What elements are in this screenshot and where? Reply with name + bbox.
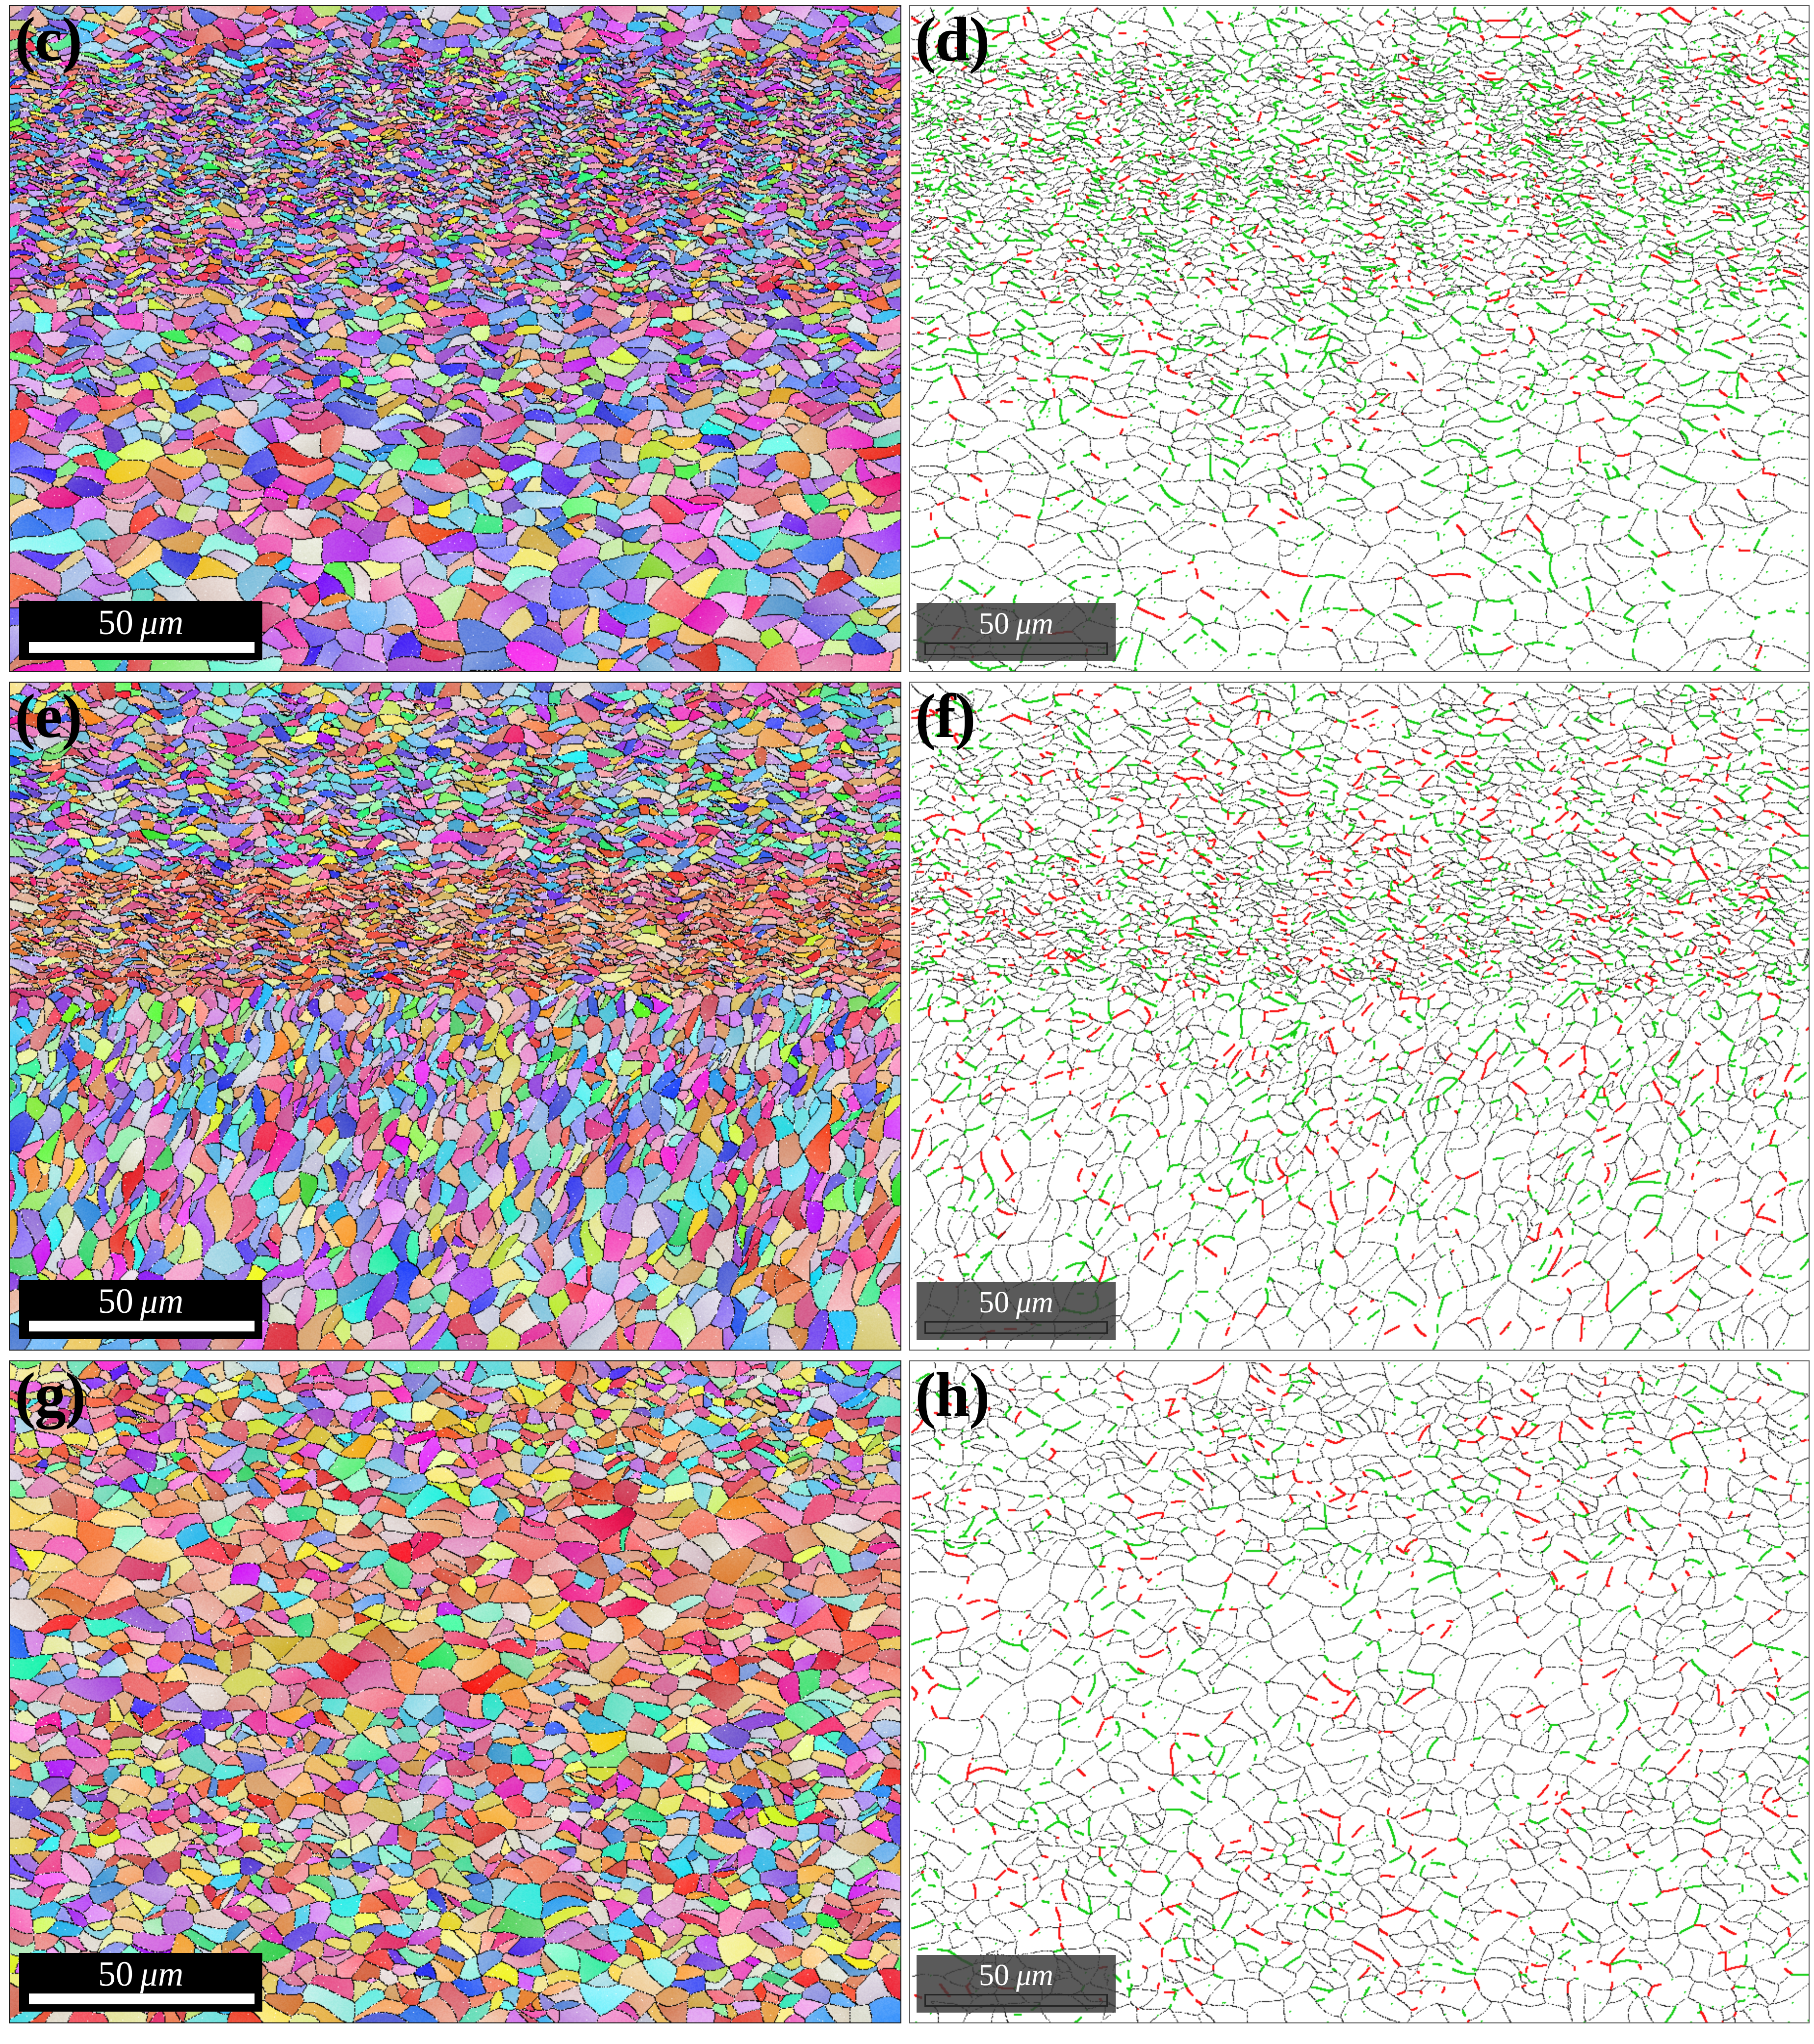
scalebar-text-d: 50 μm xyxy=(917,608,1116,640)
scalebar-value: 50 xyxy=(979,607,1010,640)
scalebar-bar-h xyxy=(924,1994,1108,2007)
scalebar-text-g: 50 μm xyxy=(19,1954,262,1993)
scalebar-g: 50 μm xyxy=(19,1953,262,2012)
panel-label-g: (g) xyxy=(15,1360,86,1430)
scalebar-text-h: 50 μm xyxy=(917,1959,1116,1992)
panel-f: (f) 50 μm xyxy=(909,682,1810,1351)
scalebar-bar-g xyxy=(29,1993,255,2004)
panel-g: (g) 50 μm xyxy=(9,1360,901,2023)
ipf-map-e xyxy=(10,683,900,1350)
scalebar-unit: μm xyxy=(140,603,184,642)
scalebar-e: 50 μm xyxy=(19,1280,262,1339)
panel-grid: (c) 50 μm (d) 50 μm (e) 50 μm (f) 50 μm (g) xyxy=(9,5,1810,2023)
scalebar-text-f: 50 μm xyxy=(917,1286,1116,1319)
panel-d: (d) 50 μm xyxy=(909,5,1810,672)
scalebar-value: 50 xyxy=(979,1959,1010,1992)
panel-label-e: (e) xyxy=(15,682,82,751)
scalebar-unit: μm xyxy=(1016,1959,1053,1992)
scalebar-d: 50 μm xyxy=(917,603,1116,661)
boundary-map-h xyxy=(910,1361,1809,2022)
boundary-map-f xyxy=(910,683,1809,1350)
scalebar-unit: μm xyxy=(140,1954,184,1993)
boundary-map-d xyxy=(910,6,1809,671)
scalebar-unit: μm xyxy=(140,1281,184,1321)
panel-label-h: (h) xyxy=(915,1360,990,1430)
panel-e: (e) 50 μm xyxy=(9,682,901,1351)
scalebar-bar-d xyxy=(924,642,1108,655)
panel-label-f: (f) xyxy=(915,682,976,751)
scalebar-value: 50 xyxy=(98,1954,133,1993)
scalebar-bar-f xyxy=(924,1321,1108,1334)
ipf-map-g xyxy=(10,1361,900,2022)
scalebar-value: 50 xyxy=(98,603,133,642)
panel-label-d: (d) xyxy=(915,5,990,74)
scalebar-c: 50 μm xyxy=(19,601,262,660)
scalebar-value: 50 xyxy=(979,1286,1010,1319)
scalebar-unit: μm xyxy=(1016,607,1053,640)
scalebar-bar-e xyxy=(29,1321,255,1331)
scalebar-value: 50 xyxy=(98,1281,133,1321)
ipf-map-c xyxy=(10,6,900,671)
scalebar-unit: μm xyxy=(1016,1286,1053,1319)
panel-h: (h) 50 μm xyxy=(909,1360,1810,2023)
scalebar-text-c: 50 μm xyxy=(19,604,262,641)
scalebar-bar-c xyxy=(29,642,255,653)
panel-c: (c) 50 μm xyxy=(9,5,901,672)
scalebar-text-e: 50 μm xyxy=(19,1281,262,1321)
scalebar-f: 50 μm xyxy=(917,1282,1116,1340)
panel-label-c: (c) xyxy=(15,5,82,74)
scalebar-h: 50 μm xyxy=(917,1955,1116,2013)
